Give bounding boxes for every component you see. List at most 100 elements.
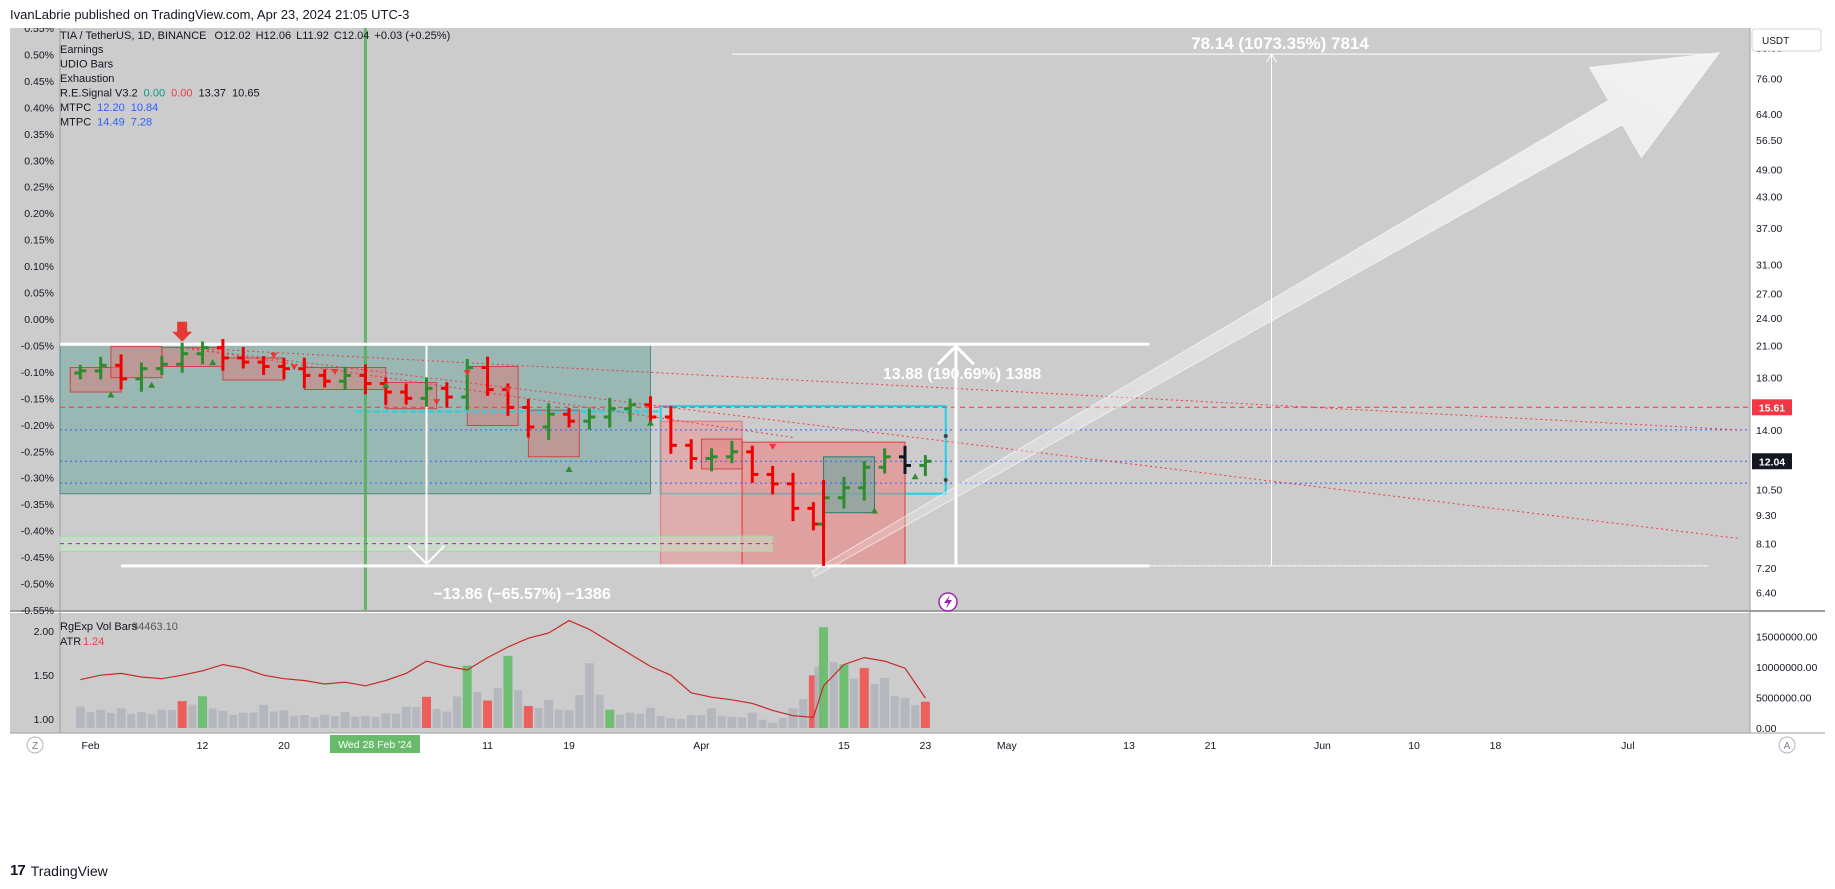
indicator-name[interactable]: Earnings [60, 44, 104, 56]
volume-bar [584, 663, 594, 728]
target-measure-label[interactable]: 78.14 (1073.35%) 7814 [1191, 34, 1369, 53]
ohlc-bar-up [725, 440, 738, 464]
axis-auto-button-right[interactable]: A [1778, 736, 1796, 754]
percent-axis-label: -0.50% [21, 579, 54, 591]
volume-bar [391, 713, 400, 728]
chart-svg[interactable]: 88.0076.0064.0056.5049.0043.0037.0031.00… [10, 23, 1825, 854]
indicator-name[interactable]: R.E.Signal V3.2 [60, 88, 138, 100]
price-axis-label: 14.00 [1756, 425, 1782, 437]
volume-bar [677, 718, 686, 728]
volume-bar [147, 714, 156, 728]
volume-bar [890, 695, 899, 728]
main-legend[interactable]: TIA / TetherUS, 1D, BINANCE O12.02 H12.0… [60, 30, 450, 129]
time-cursor-label: Wed 28 Feb '24 [338, 739, 412, 751]
currency-label: USDT [1762, 36, 1789, 47]
indicator-legend[interactable]: Earnings UDIO Bars Exhaustion R.E.Signal V3… [60, 44, 260, 129]
ohlc-bar-up [705, 448, 718, 472]
atr-legend-name[interactable]: ATR [60, 636, 81, 648]
volume-bar [880, 677, 890, 728]
pane2-legend[interactable]: RgExp Vol Bars 34463.10 ATR 1.24 [60, 621, 178, 648]
volume-bar [401, 706, 411, 728]
indicator-name[interactable]: MTPC [60, 117, 91, 129]
percent-axis-label: -0.55% [21, 605, 54, 617]
indicator-value: 0.00 [144, 88, 165, 100]
up-triangle-icon [148, 381, 156, 388]
ohlc-bar-down [359, 364, 372, 395]
axis-zoom-left-label: Z [32, 741, 38, 752]
volume-bar [340, 712, 350, 728]
price-axis-label: 37.00 [1756, 223, 1782, 235]
volume-bar [432, 708, 441, 728]
percent-axis-label: 0.25% [24, 182, 54, 194]
volume-bar [900, 698, 910, 728]
ohlc-bar-up [603, 397, 616, 428]
volume-bar [686, 715, 696, 728]
indicator-name[interactable]: Exhaustion [60, 73, 114, 85]
volume-bar [839, 664, 849, 728]
ohlc-bar-down [277, 357, 290, 380]
ohlc-bar-up [583, 408, 596, 430]
measure-tools[interactable] [60, 53, 1710, 568]
time-axis-label: Apr [693, 740, 710, 752]
vol-legend-name[interactable]: RgExp Vol Bars [60, 621, 138, 633]
indicator-value: 12.20 [97, 102, 125, 114]
trend-line-lower [182, 347, 1740, 540]
legend-open: O12.02 [215, 30, 251, 42]
ohlc-bar-down [746, 445, 759, 483]
percent-axis-label: -0.25% [21, 446, 54, 458]
ohlc-bar-down [298, 357, 311, 389]
axis-zoom-button-left[interactable]: Z [26, 736, 44, 754]
percent-axis-label: -0.20% [21, 420, 54, 432]
indicator-value: 10.84 [131, 102, 159, 114]
volume-bar [778, 717, 787, 728]
currency-button[interactable]: USDT [1751, 28, 1822, 52]
marker-dot [943, 478, 948, 483]
volume-bar [656, 716, 665, 728]
volume-bar [86, 712, 95, 728]
volume-bar [259, 704, 269, 728]
flash-icon[interactable] [938, 592, 958, 612]
volume-bar [768, 722, 778, 728]
price-axis-label: 76.00 [1756, 73, 1782, 85]
volume-bar [727, 717, 737, 728]
tradingview-footer[interactable]: 17 TradingView [10, 862, 108, 879]
legend-high: H12.06 [256, 30, 291, 42]
ohlc-bar-up [837, 476, 850, 509]
percent-axis-label: -0.35% [21, 499, 54, 511]
volume-bar [717, 715, 726, 728]
indicator-value: 13.37 [199, 88, 227, 100]
volume-bar [167, 709, 176, 728]
legend-symbol[interactable]: TIA / TetherUS, 1D, BINANCE [60, 30, 207, 42]
ohlc-bar-down [237, 346, 250, 369]
indicator-pane-bg [10, 613, 1750, 733]
percent-axis-label: 0.00% [24, 314, 54, 326]
indicator-name[interactable]: UDIO Bars [60, 59, 114, 71]
atr-axis-label: 1.50 [34, 670, 55, 682]
tradingview-logo-icon: 17 [10, 862, 26, 879]
volume-bar [859, 668, 869, 728]
chart-frame: 88.0076.0064.0056.5049.0043.0037.0031.00… [10, 23, 1825, 854]
volume-bar [198, 696, 208, 728]
volume-bar [249, 712, 258, 728]
time-axis-bg[interactable] [10, 734, 1825, 756]
volume-bar [330, 716, 339, 728]
volume-bar [850, 678, 859, 728]
indicator-name[interactable]: MTPC [60, 102, 91, 114]
marker-dot [943, 433, 948, 438]
projection-arrow [811, 52, 1721, 578]
up-measure-label[interactable]: 13.88 (190.69%) 1388 [883, 366, 1041, 383]
down-measure-label[interactable]: −13.86 (−65.57%) −1386 [433, 586, 611, 603]
volume-bar [819, 627, 829, 728]
ohlc-bar-up [94, 356, 107, 380]
volume-bar [310, 717, 319, 728]
down-triangle-icon [433, 399, 441, 406]
signal-markers [107, 321, 948, 514]
percent-axis-label: -0.15% [21, 393, 54, 405]
price-axis-label: 10.50 [1756, 485, 1782, 497]
price-badge-red-text: 15.61 [1759, 402, 1785, 414]
price-axis-label: 31.00 [1756, 260, 1782, 272]
price-axis-label: 8.10 [1756, 539, 1777, 551]
ohlc-bar-down [400, 383, 413, 405]
volume-bar [177, 701, 187, 728]
volume-bars [75, 627, 930, 728]
